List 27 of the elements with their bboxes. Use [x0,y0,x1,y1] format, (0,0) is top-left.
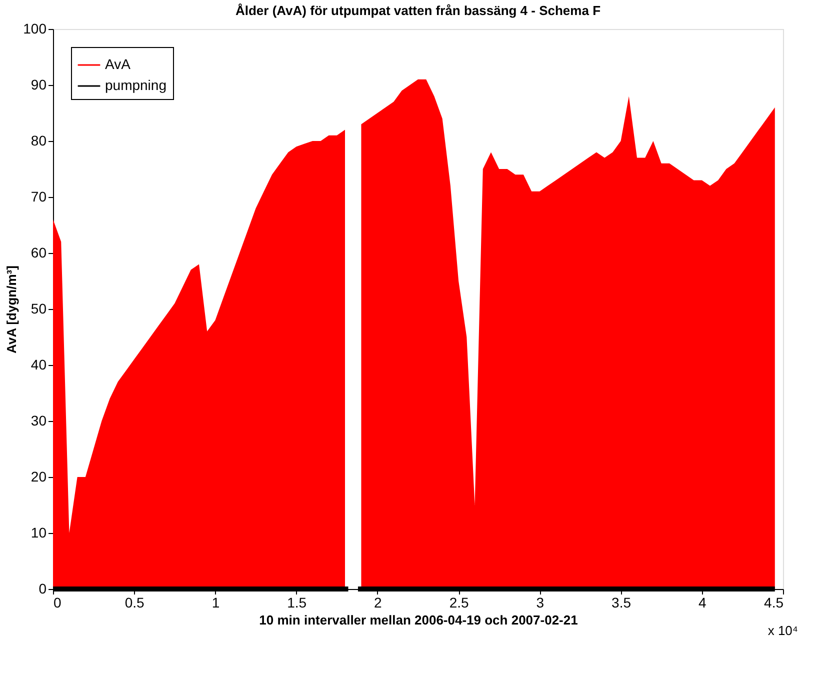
y-tick-label: 40 [30,356,47,372]
y-tick-label: 10 [30,524,47,540]
x-tick-label: 3.5 [612,594,632,610]
y-tick-label: 30 [30,412,47,428]
y-tick-label: 90 [30,76,47,92]
y-tick-label: 0 [38,580,47,596]
x-tick-label: 4.5 [764,594,784,610]
x-tick-label: 0.5 [124,594,145,610]
x-tick-label: 0 [54,594,62,610]
x-tick-label: 2 [374,594,382,610]
x-tick-label: 3 [536,594,544,610]
y-tick-label: 60 [30,244,47,260]
y-tick-label: 100 [23,20,47,36]
y-tick-label: 70 [30,188,47,204]
y-tick-label: 20 [30,468,47,484]
x-tick-label: 4 [698,594,706,610]
x-tick-label: 1 [212,594,220,610]
y-tick-label: 50 [30,300,47,316]
legend-label: pumpning [105,77,166,93]
x-axis-title: 10 min intervaller mellan 2006-04-19 och 2007-02-21 [259,612,578,628]
legend-label: AvA [105,56,132,72]
x-tick-label: 2.5 [449,594,469,610]
y-axis-title: AvA [dygn/m³] [4,266,20,354]
y-tick-label: 80 [30,132,47,148]
chart-title: Ålder (AvA) för utpumpat vatten från bassäng 4 - Schema F [235,3,601,18]
text: x 10⁴ [768,623,798,638]
x-tick-label: 1.5 [287,594,307,610]
